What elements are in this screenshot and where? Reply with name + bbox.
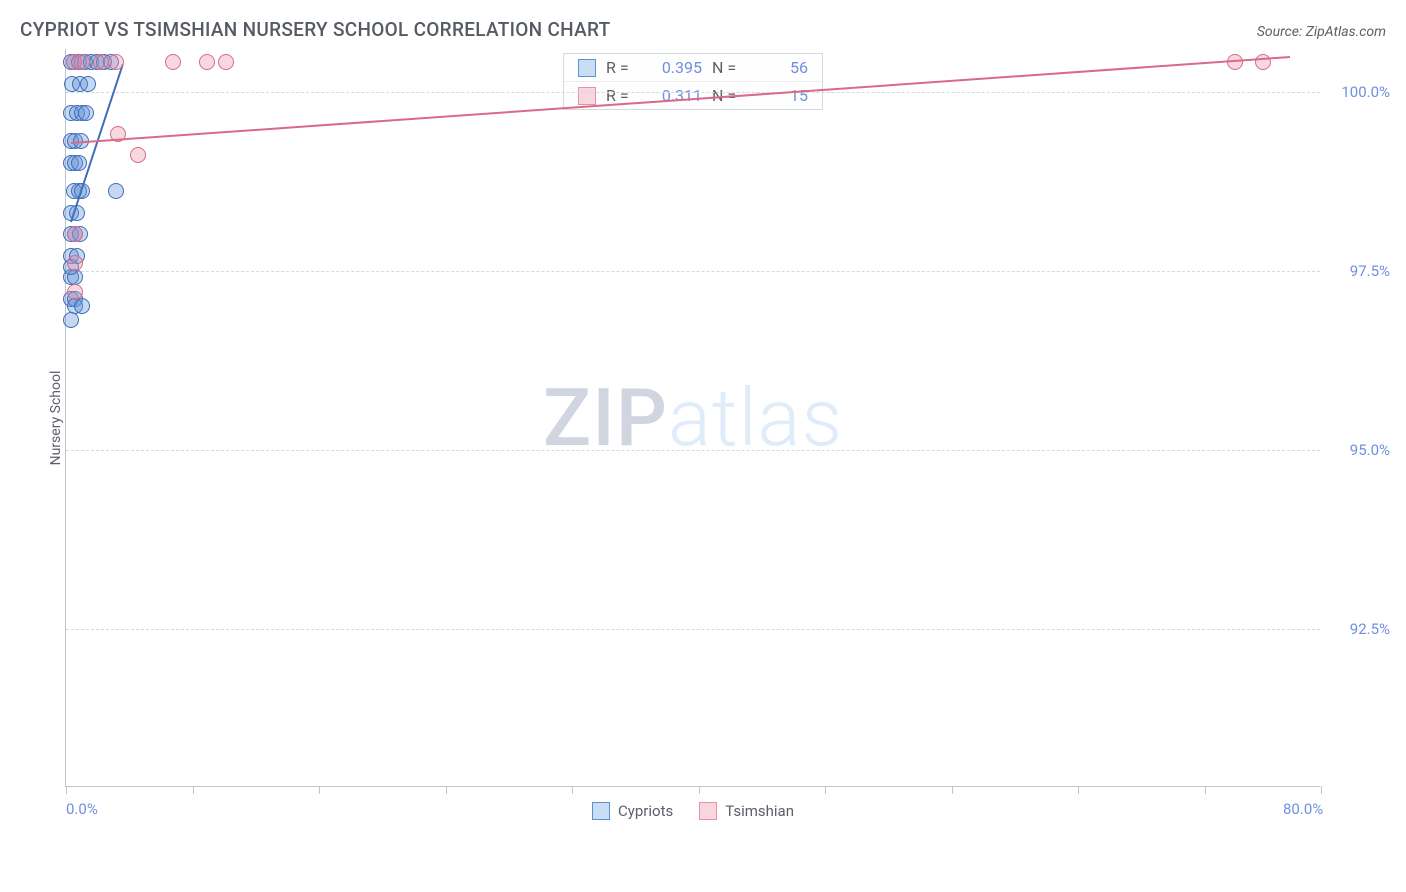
series-swatch — [578, 87, 596, 105]
data-point — [1227, 54, 1243, 70]
x-tick — [319, 786, 320, 794]
x-tick — [1205, 786, 1206, 794]
x-tick — [66, 786, 67, 794]
stat-n-value: 15 — [756, 86, 808, 105]
correlation-stats-box: R =0.395N =56R =0.311N =15 — [563, 53, 823, 110]
gridline — [66, 450, 1320, 451]
legend-label: Tsimshian — [725, 802, 794, 820]
data-point — [74, 54, 90, 70]
x-tick — [1321, 786, 1322, 794]
data-point — [108, 183, 124, 199]
stat-n-value: 56 — [756, 58, 808, 77]
data-point — [130, 147, 146, 163]
data-point — [218, 54, 234, 70]
legend-item: Tsimshian — [699, 802, 794, 820]
x-tick — [952, 786, 953, 794]
data-point — [80, 76, 96, 92]
x-tick — [446, 786, 447, 794]
stat-r-value: 0.395 — [650, 58, 702, 77]
plot-area: Nursery School ZIPatlas R =0.395N =56R =… — [65, 49, 1320, 787]
legend-label: Cypriots — [618, 802, 673, 820]
x-limit-label: 80.0% — [1283, 800, 1323, 818]
x-tick — [572, 786, 573, 794]
data-point — [165, 54, 181, 70]
legend-item: Cypriots — [592, 802, 673, 820]
x-limit-label: 0.0% — [66, 800, 98, 818]
y-axis-label: Nursery School — [48, 370, 64, 465]
data-point — [63, 312, 79, 328]
legend-swatch — [699, 802, 717, 820]
stat-r-label: R = — [606, 58, 640, 77]
data-point — [71, 155, 87, 171]
y-tick-label: 97.5% — [1332, 262, 1390, 280]
data-point — [74, 298, 90, 314]
data-point — [78, 105, 94, 121]
data-point — [199, 54, 215, 70]
stat-n-label: N = — [712, 58, 746, 77]
data-point — [67, 284, 83, 300]
y-tick-label: 100.0% — [1332, 83, 1390, 101]
series-swatch — [578, 59, 596, 77]
legend-swatch — [592, 802, 610, 820]
y-tick-label: 92.5% — [1332, 620, 1390, 638]
stats-row: R = 0.395 N = 56 — [564, 54, 822, 81]
data-point — [67, 226, 83, 242]
x-tick — [1078, 786, 1079, 794]
data-point — [108, 54, 124, 70]
series-legend: Cypriots Tsimshian — [592, 802, 794, 820]
data-point — [93, 54, 109, 70]
x-tick — [699, 786, 700, 794]
chart-title: CYPRIOT VS TSIMSHIAN NURSERY SCHOOL CORR… — [20, 18, 611, 41]
x-tick — [825, 786, 826, 794]
data-point — [67, 255, 83, 271]
gridline — [66, 92, 1320, 93]
chart-source: Source: ZipAtlas.com — [1257, 24, 1386, 40]
gridline — [66, 629, 1320, 630]
x-tick — [193, 786, 194, 794]
gridline — [66, 271, 1320, 272]
chart-header: CYPRIOT VS TSIMSHIAN NURSERY SCHOOL CORR… — [0, 0, 1406, 49]
y-tick-label: 95.0% — [1332, 441, 1390, 459]
